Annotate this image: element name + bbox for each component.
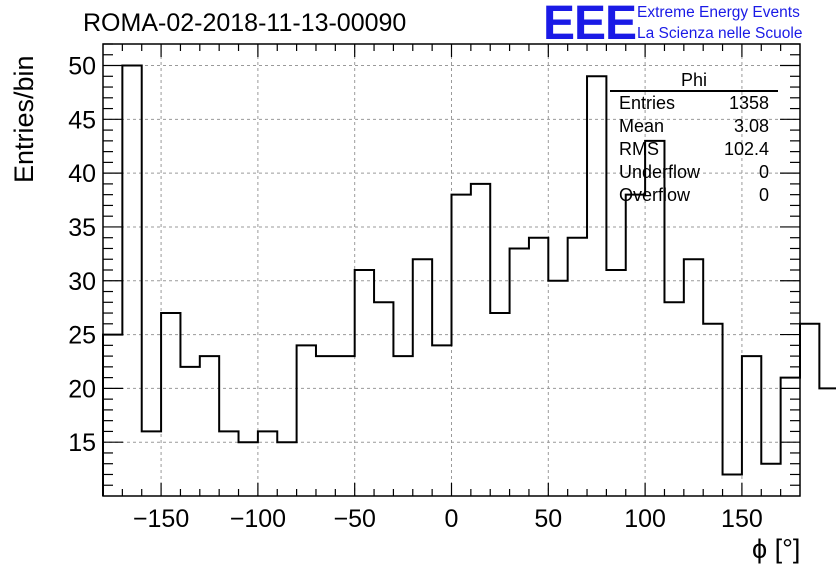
y-tick-label: 15 bbox=[68, 429, 96, 457]
histogram-bar bbox=[452, 195, 471, 496]
y-tick-label: 25 bbox=[68, 322, 96, 350]
stats-label: Underflow bbox=[619, 162, 701, 182]
histogram-bar bbox=[239, 442, 258, 496]
stats-row: Underflow 0 bbox=[610, 161, 778, 184]
y-tick-label: 20 bbox=[68, 375, 96, 403]
histogram-bar bbox=[800, 324, 819, 496]
stats-row: Overflow 0 bbox=[610, 184, 778, 207]
stats-label: Overflow bbox=[619, 185, 691, 205]
x-axis-label: ϕ [°] bbox=[752, 534, 801, 564]
stats-value: 0 bbox=[758, 185, 769, 205]
chart-title: ROMA-02-2018-11-13-00090 bbox=[83, 9, 407, 37]
stats-row: Entries 1358 bbox=[610, 92, 778, 115]
histogram-bar bbox=[180, 367, 199, 496]
histogram-bar bbox=[723, 474, 742, 496]
stats-value: 3.08 bbox=[733, 116, 769, 136]
y-tick-label: 40 bbox=[68, 160, 96, 188]
x-tick-label: −150 bbox=[133, 505, 189, 533]
brand-line-2: La Scienza nelle Scuole bbox=[637, 25, 803, 42]
tick-labels: −150 −100 −50 0 50 100 150 15 20 25 30 35 40 45 50 bbox=[68, 53, 763, 533]
histogram-bar bbox=[819, 388, 836, 496]
histogram-bar bbox=[703, 324, 722, 496]
histogram-bar bbox=[258, 431, 277, 496]
stats-box-title: Phi bbox=[610, 70, 778, 92]
x-tick-label: 150 bbox=[721, 505, 763, 533]
x-tick-label: −100 bbox=[230, 505, 286, 533]
brand-line-1: Extreme Energy Events bbox=[637, 4, 800, 21]
histogram-bar bbox=[606, 270, 625, 496]
histogram-bar bbox=[103, 335, 122, 496]
histogram-bar bbox=[684, 259, 703, 496]
eee-logo: EEE bbox=[543, 0, 637, 50]
histogram-bar bbox=[122, 66, 141, 496]
histogram-bar bbox=[742, 356, 761, 496]
x-tick-label: 0 bbox=[445, 505, 459, 533]
stats-box: Phi Entries 1358 Mean 3.08 RMS 102.4 Underflow… bbox=[610, 70, 778, 207]
histogram-bar bbox=[761, 464, 780, 496]
y-tick-label: 30 bbox=[68, 268, 96, 296]
histogram-bar bbox=[161, 313, 180, 496]
histogram-bar bbox=[297, 345, 316, 496]
histogram-bar bbox=[335, 356, 354, 496]
y-tick-label: 50 bbox=[68, 53, 96, 81]
stats-value: 102.4 bbox=[723, 139, 769, 159]
stats-label: Mean bbox=[619, 116, 665, 136]
stats-row: Mean 3.08 bbox=[610, 115, 778, 138]
histogram-bar bbox=[374, 302, 393, 496]
histogram-bar bbox=[510, 248, 529, 496]
histogram-bar bbox=[200, 356, 219, 496]
histogram-bar bbox=[316, 356, 335, 496]
histogram-bar bbox=[413, 259, 432, 496]
histogram-bars bbox=[102, 64, 836, 496]
stats-row: RMS 102.4 bbox=[610, 138, 778, 161]
histogram-bar bbox=[548, 281, 567, 496]
stats-label: Entries bbox=[619, 93, 676, 113]
stats-label: RMS bbox=[619, 139, 659, 159]
x-tick-label: −50 bbox=[333, 505, 375, 533]
x-tick-label: 100 bbox=[624, 505, 666, 533]
histogram-outline bbox=[102, 64, 836, 496]
axis-ticks bbox=[103, 43, 800, 496]
histogram-bar bbox=[568, 238, 587, 496]
histogram-bar bbox=[219, 431, 238, 496]
histogram-bar bbox=[142, 431, 161, 496]
histogram-bar bbox=[277, 442, 296, 496]
stats-value: 1358 bbox=[728, 93, 769, 113]
histogram-bar bbox=[529, 238, 548, 496]
histogram-bar bbox=[587, 76, 606, 496]
y-tick-label: 35 bbox=[68, 214, 96, 242]
histogram-bar bbox=[626, 195, 645, 496]
histogram-bar bbox=[355, 270, 374, 496]
stats-value: 0 bbox=[758, 162, 769, 182]
histogram-bar bbox=[471, 184, 490, 496]
histogram-bar bbox=[664, 302, 683, 496]
histogram-bar bbox=[432, 345, 451, 496]
x-tick-label: 50 bbox=[534, 505, 562, 533]
y-tick-label: 45 bbox=[68, 106, 96, 134]
histogram-bar bbox=[781, 378, 800, 496]
histogram-bar bbox=[490, 313, 509, 496]
histogram-bar bbox=[393, 356, 412, 496]
